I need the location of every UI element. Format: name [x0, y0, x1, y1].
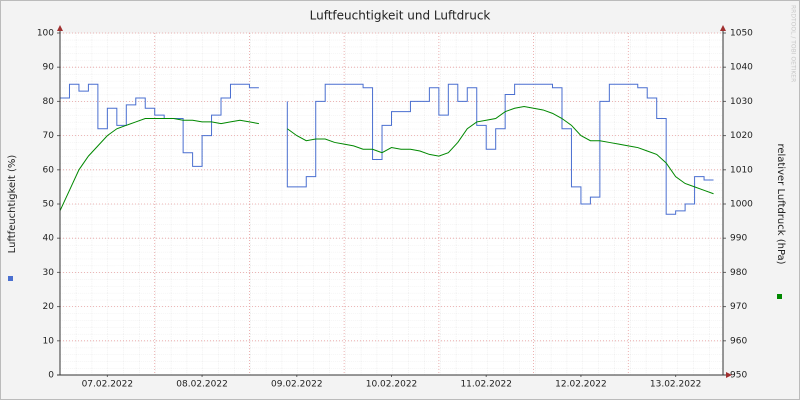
x-tick-label: 10.02.2022 — [366, 380, 418, 390]
axis-arrow — [720, 25, 726, 31]
y2-axis-title: relativer Luftdruck (hPa) — [775, 143, 786, 264]
x-tick-label: 09.02.2022 — [271, 380, 323, 390]
y-tick-label: 80 — [43, 97, 55, 107]
x-tick-label: 13.02.2022 — [650, 380, 702, 390]
y2-tick-label: 1000 — [730, 200, 753, 210]
x-tick-label: 11.02.2022 — [460, 380, 512, 390]
legend-swatch — [777, 294, 782, 299]
series-line — [286, 83, 714, 215]
legend-swatch — [8, 276, 13, 281]
axis-arrow — [726, 372, 732, 378]
y-tick-label: 0 — [48, 371, 54, 381]
watermark: RRDTOOL / TOBI OETIKER — [790, 5, 797, 82]
y2-tick-label: 1050 — [730, 29, 753, 39]
y-tick-label: 70 — [43, 131, 55, 141]
x-tick-label: 07.02.2022 — [82, 380, 134, 390]
x-tick-label: 08.02.2022 — [176, 380, 228, 390]
y2-tick-label: 1040 — [730, 63, 753, 73]
y2-tick-label: 950 — [730, 371, 747, 381]
y2-tick-label: 1010 — [730, 165, 753, 175]
y2-tick-label: 970 — [730, 302, 747, 312]
y-tick-label: 10 — [43, 336, 55, 346]
y2-tick-label: 1030 — [730, 97, 753, 107]
series-line — [287, 106, 714, 195]
y-tick-label: 90 — [43, 63, 55, 73]
x-tick-label: 12.02.2022 — [555, 380, 607, 390]
axis-arrow — [57, 25, 63, 31]
series-line — [59, 118, 259, 212]
y2-tick-label: 980 — [730, 268, 747, 278]
series-line — [59, 83, 259, 167]
y2-tick-label: 1020 — [730, 131, 753, 141]
y-tick-label: 60 — [43, 165, 55, 175]
y2-tick-label: 990 — [730, 234, 747, 244]
y-axis-title: Luftfeuchtigkeit (%) — [7, 155, 18, 254]
y-tick-label: 40 — [43, 234, 55, 244]
y-tick-label: 30 — [43, 268, 55, 278]
y2-tick-label: 960 — [730, 336, 747, 346]
y-tick-label: 100 — [37, 29, 54, 39]
y-tick-label: 20 — [43, 302, 55, 312]
chart-title: Luftfeuchtigkeit und Luftdruck — [310, 9, 491, 23]
y-tick-label: 50 — [43, 200, 55, 210]
